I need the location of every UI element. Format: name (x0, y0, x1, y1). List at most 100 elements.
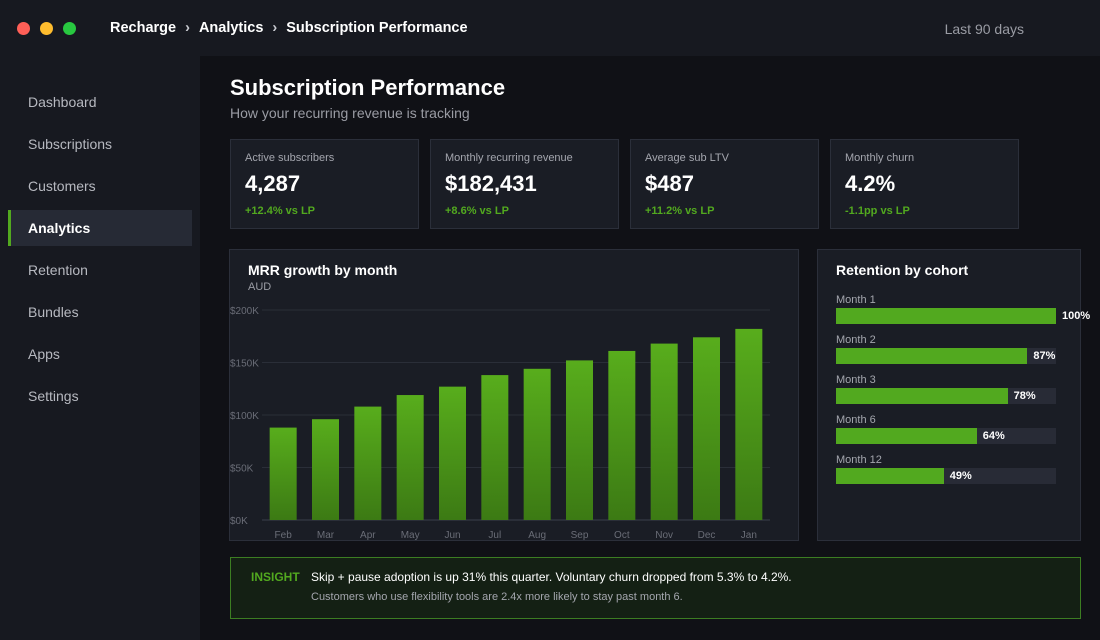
kpi-label: Active subscribers (245, 152, 335, 164)
x-tick-label: Mar (317, 530, 335, 540)
sidebar-item-analytics[interactable]: Analytics (8, 210, 192, 246)
y-tick-label: $50K (230, 464, 254, 475)
kpi-card-mrr: Monthly recurring revenue $182,431 +8.6%… (430, 139, 619, 229)
breadcrumb: Recharge › Analytics › Subscription Perf… (110, 20, 468, 36)
bar-may[interactable] (396, 395, 424, 520)
minimize-window-button[interactable] (40, 21, 53, 35)
maximize-window-button[interactable] (63, 21, 76, 35)
breadcrumb-item-analytics[interactable]: Analytics (198, 20, 264, 36)
x-tick-label: Dec (698, 530, 716, 540)
kpi-label: Monthly churn (845, 152, 915, 164)
insight-subtext: Customers who use flexibility tools are … (311, 591, 683, 603)
bar-jul[interactable] (481, 375, 509, 520)
bar-sep[interactable] (566, 360, 593, 520)
retention-bar-fill (836, 388, 1008, 404)
x-tick-label: Sep (571, 530, 589, 540)
sidebar: Dashboard Subscriptions Customers Analyt… (0, 56, 200, 640)
x-tick-label: Apr (360, 530, 376, 540)
main-content: Subscription Performance How your recurr… (200, 56, 1100, 640)
date-range-selector[interactable]: Last 90 days (944, 21, 1024, 37)
sidebar-item-customers[interactable]: Customers (28, 178, 96, 194)
x-tick-label: Aug (528, 530, 546, 540)
bar-dec[interactable] (693, 337, 720, 520)
retention-value-label: 78% (1013, 390, 1036, 402)
insight-tag: INSIGHT (251, 570, 300, 584)
retention-value-label: 100% (1062, 310, 1091, 322)
retention-bar-fill (836, 308, 1056, 324)
breadcrumb-separator: › (272, 20, 278, 36)
retention-row: Month 1 100% (836, 294, 1096, 330)
retention-value-label: 49% (949, 470, 972, 482)
x-tick-label: Jun (444, 530, 460, 540)
retention-row: Month 2 87% (836, 334, 1096, 370)
kpi-label: Average sub LTV (645, 152, 729, 164)
page-subtitle: How your recurring revenue is tracking (230, 105, 470, 121)
retention-bar-fill (836, 428, 977, 444)
retention-bar-track: 49% (836, 468, 1056, 484)
retention-cohort-label: Month 2 (836, 334, 876, 346)
x-tick-label: Jan (741, 530, 757, 540)
page-title: Subscription Performance (230, 75, 506, 100)
retention-value-label: 64% (982, 430, 1005, 442)
sidebar-item-apps[interactable]: Apps (28, 346, 60, 362)
retention-bar-track: 87% (836, 348, 1056, 364)
kpi-card-average-ltv: Average sub LTV $487 +11.2% vs LP (630, 139, 819, 229)
retention-bar-track: 100% (836, 308, 1090, 324)
sidebar-item-settings[interactable]: Settings (28, 388, 79, 404)
kpi-card-active-subscribers: Active subscribers 4,287 +12.4% vs LP (230, 139, 419, 229)
kpi-delta: -1.1pp vs LP (845, 205, 910, 217)
sidebar-item-subscriptions[interactable]: Subscriptions (28, 136, 113, 152)
bar-apr[interactable] (354, 406, 382, 520)
sidebar-item-retention[interactable]: Retention (28, 262, 88, 278)
kpi-label: Monthly recurring revenue (445, 152, 573, 164)
bar-mar[interactable] (312, 419, 339, 520)
kpi-value: 4.2% (845, 171, 896, 196)
kpi-delta: +11.2% vs LP (645, 205, 715, 217)
bar-aug[interactable] (523, 368, 551, 520)
breadcrumb-item-current: Subscription Performance (286, 20, 468, 36)
retention-value-label: 87% (1033, 350, 1056, 362)
retention-cohort-label: Month 6 (836, 414, 876, 426)
y-tick-label: $200K (230, 306, 259, 317)
bar-jan[interactable] (735, 328, 763, 520)
kpi-value: $182,431 (445, 171, 537, 196)
y-tick-label: $0K (230, 516, 248, 527)
bar-nov[interactable] (650, 343, 678, 520)
bar-jun[interactable] (439, 386, 466, 520)
x-tick-label: Jul (488, 530, 501, 540)
insight-banner: INSIGHT Skip + pause adoption is up 31% … (230, 557, 1081, 619)
mrr-chart-panel: MRR growth by month AUD $0K $50K $100K $150… (229, 249, 799, 541)
x-tick-label: Feb (275, 530, 293, 540)
retention-cohort-label: Month 12 (836, 454, 882, 466)
retention-row: Month 3 78% (836, 374, 1096, 410)
y-tick-label: $150K (230, 359, 259, 370)
breadcrumb-item-recharge[interactable]: Recharge (110, 20, 177, 36)
close-window-button[interactable] (17, 21, 30, 35)
kpi-card-monthly-churn: Monthly churn 4.2% -1.1pp vs LP (830, 139, 1019, 229)
bar-oct[interactable] (608, 350, 636, 520)
kpi-value: $487 (645, 171, 694, 196)
retention-bar-fill (836, 348, 1028, 364)
mrr-bar-chart: $0K $50K $100K $150K $200K Feb Mar Apr May Jun Jul… (230, 306, 770, 540)
insight-text: Skip + pause adoption is up 31% this qua… (311, 570, 792, 584)
retention-bar-track: 78% (836, 388, 1056, 404)
retention-bar-fill (836, 468, 944, 484)
sidebar-item-dashboard[interactable]: Dashboard (28, 94, 97, 110)
retention-cohort-label: Month 1 (836, 294, 876, 306)
chart-subtitle: AUD (248, 281, 272, 293)
title-bar: Recharge › Analytics › Subscription Perf… (0, 0, 1100, 56)
window-controls (17, 21, 76, 35)
kpi-value: 4,287 (245, 171, 301, 196)
retention-row: Month 12 49% (836, 454, 1096, 490)
chart-title: MRR growth by month (248, 262, 398, 278)
y-tick-label: $100K (230, 411, 259, 422)
retention-bar-track: 64% (836, 428, 1056, 444)
x-tick-label: Nov (655, 530, 673, 540)
sidebar-item-bundles[interactable]: Bundles (28, 304, 79, 320)
retention-row: Month 6 64% (836, 414, 1096, 450)
x-tick-label: Oct (614, 530, 630, 540)
retention-panel: Retention by cohort Month 1 100% Month 2 87… (817, 249, 1090, 541)
retention-title: Retention by cohort (836, 262, 969, 278)
kpi-delta: +8.6% vs LP (445, 205, 509, 217)
bar-feb[interactable] (269, 427, 297, 520)
